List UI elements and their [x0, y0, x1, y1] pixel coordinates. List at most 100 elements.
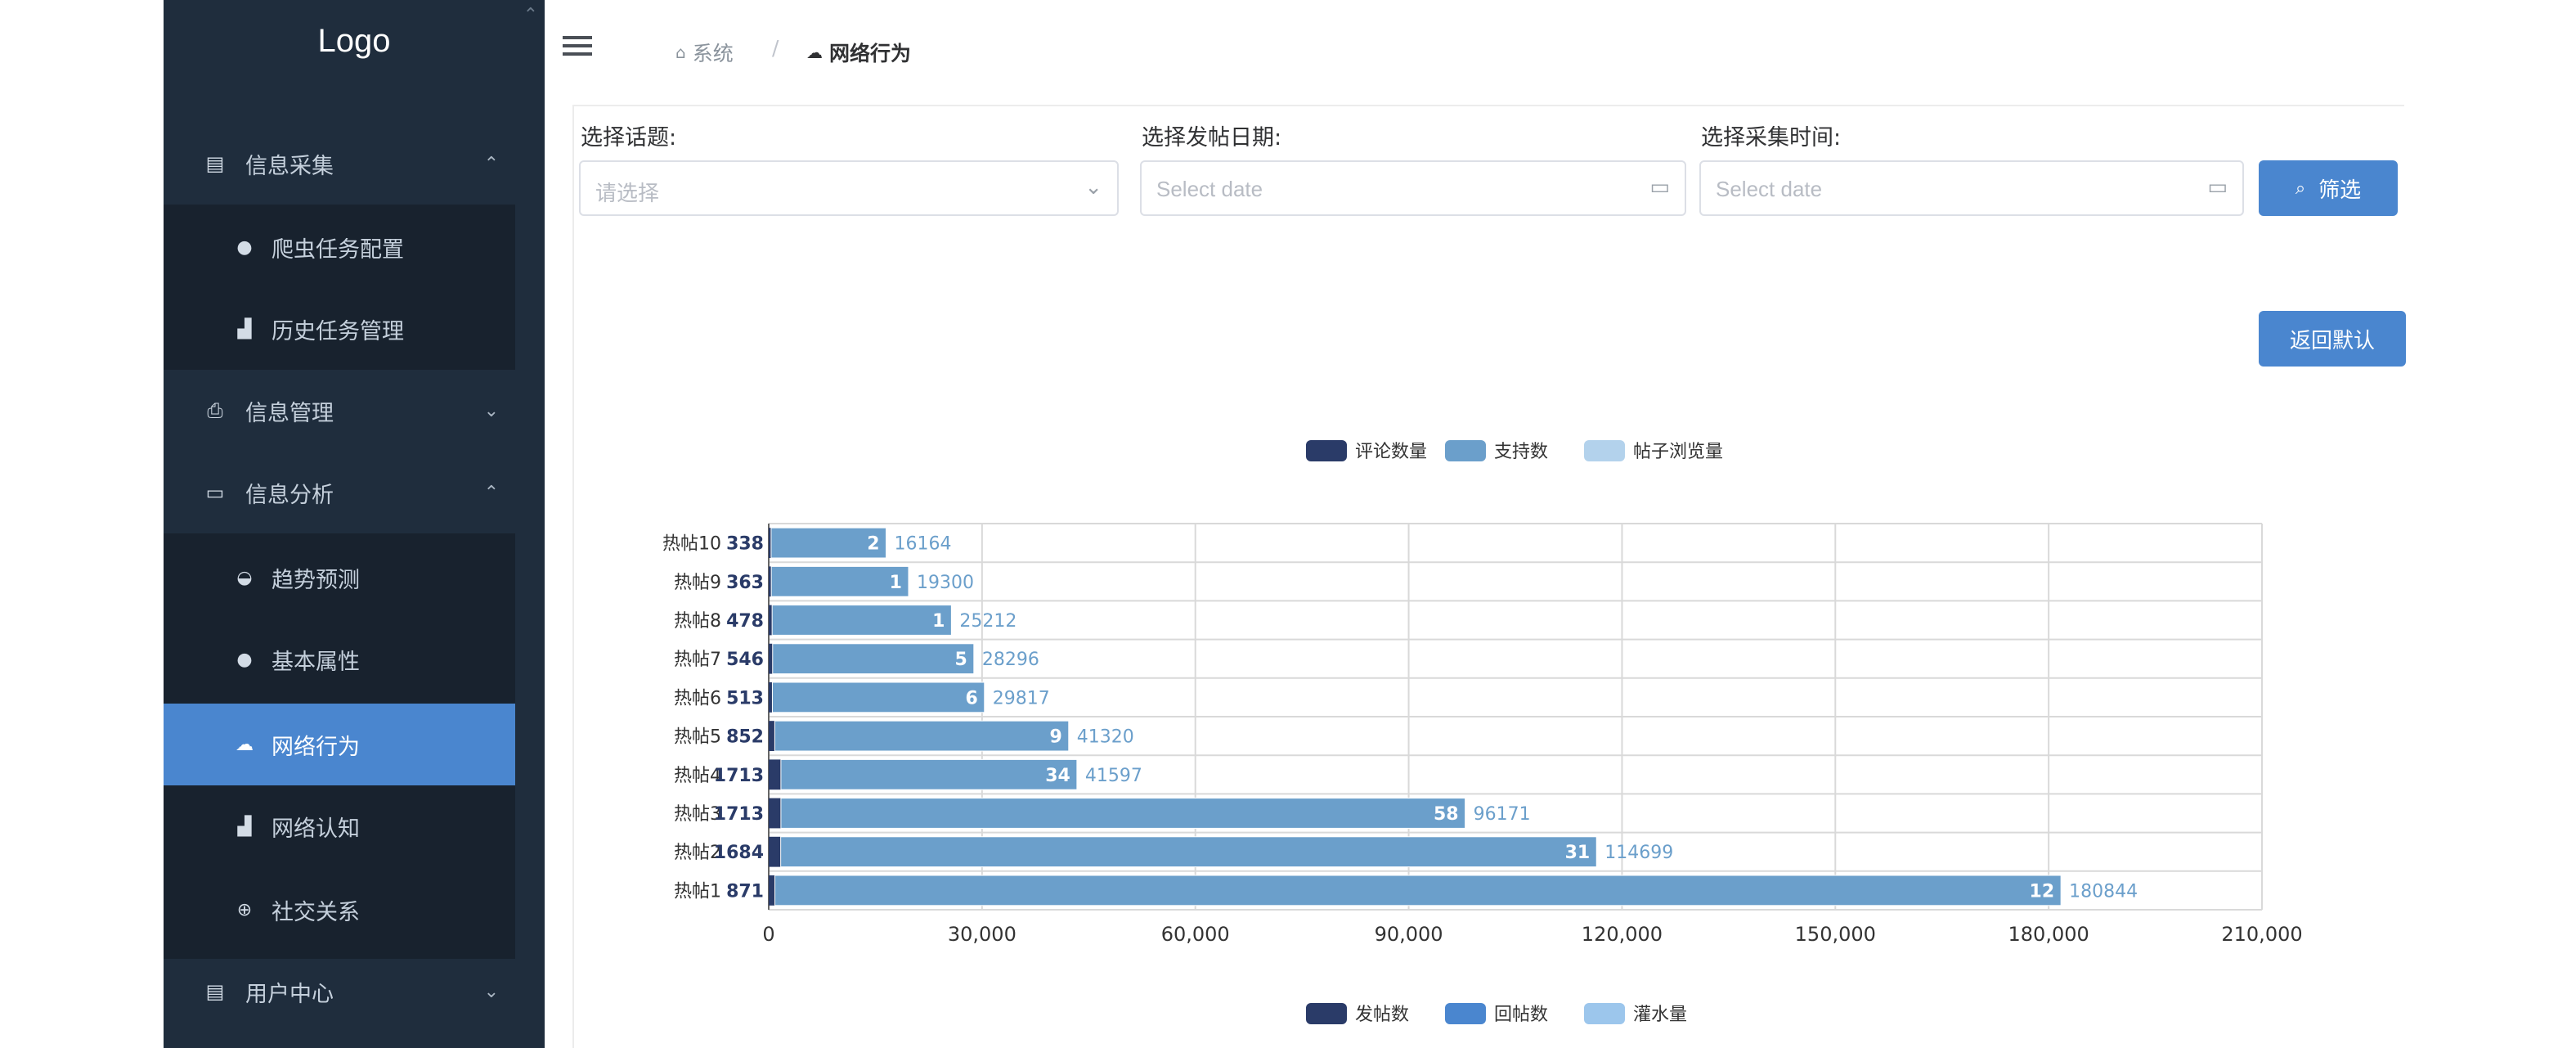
x-tick-label: 180,000 — [2008, 923, 2089, 946]
bar-label-support: 1 — [932, 611, 945, 632]
calendar-icon: ▭ — [2207, 175, 2228, 200]
post-date-label: 选择发帖日期: — [1142, 125, 1282, 151]
bar-segment-support — [780, 798, 1466, 829]
chevron-down-icon: ⌄ — [1084, 175, 1102, 200]
topic-select[interactable]: 请选择 ⌄ — [579, 160, 1119, 216]
x-tick-label: 90,000 — [1375, 923, 1443, 946]
y-category-label: 热帖8 — [674, 611, 721, 632]
chevron-up-icon: ⌃ — [483, 482, 499, 503]
sidebar-item-collect[interactable]: ▤ 信息采集 ⌃ — [164, 123, 545, 205]
bar-segment-comment — [769, 643, 773, 674]
bar-label-views: 41597 — [1085, 766, 1142, 786]
hamburger-icon[interactable] — [563, 36, 592, 56]
bar-label-comment: 852 — [726, 727, 764, 748]
bar-segment-comment — [769, 605, 773, 636]
legend-label: 回帖数 — [1494, 1005, 1548, 1025]
bar-label-views: 29817 — [993, 688, 1050, 708]
filter-button-label: 筛选 — [2318, 178, 2362, 203]
bar-label-comment: 1713 — [714, 804, 764, 825]
x-tick-label: 0 — [762, 923, 774, 946]
x-tick-label: 120,000 — [1582, 923, 1663, 946]
search-icon: ⌕ — [2295, 178, 2306, 199]
legend-label: 帖子浏览量 — [1633, 442, 1723, 462]
bar-chart-icon: ▟ — [237, 318, 252, 340]
x-tick-label: 210,000 — [2221, 923, 2302, 946]
bar-label-comment: 338 — [726, 534, 764, 555]
sidebar-item-basic-attr[interactable]: ● 基本属性 — [164, 618, 515, 700]
app-window: Logo ⌃ ▤ 信息采集 ⌃ ● 爬虫任务配置 ▟ 历史任务管理 ⎙ 信息管理… — [164, 0, 2412, 1048]
topic-label: 选择话题: — [581, 125, 677, 151]
bar-segment-support — [771, 605, 952, 636]
y-category-label: 热帖6 — [674, 688, 721, 708]
bar-chart-icon: ▟ — [237, 816, 252, 837]
legend-swatch — [1584, 1003, 1625, 1024]
bar-label-comment: 1713 — [714, 766, 764, 786]
breadcrumb-home[interactable]: ⌂ 系统 — [675, 38, 734, 67]
filter-button[interactable]: ⌕ 筛选 — [2259, 160, 2398, 216]
sidebar-item-user-center[interactable]: ▤ 用户中心 ⌄ — [164, 951, 545, 1032]
info-icon: ● — [236, 649, 253, 670]
breadcrumb-home-label: 系统 — [692, 42, 734, 65]
bar-label-views: 96171 — [1474, 804, 1531, 825]
x-tick-label: 30,000 — [948, 923, 1016, 946]
chevron-down-icon: ⌄ — [483, 400, 499, 421]
bar-segment-support — [780, 758, 1078, 790]
sidebar-item-label: 信息采集 — [245, 153, 334, 179]
collect-time-placeholder: Select date — [1716, 177, 1823, 201]
y-category-label: 热帖7 — [674, 650, 721, 670]
bar-segment-comment — [769, 681, 773, 713]
x-tick-label: 150,000 — [1795, 923, 1876, 946]
home-icon: ⌂ — [675, 43, 686, 62]
collect-time-label: 选择采集时间: — [1701, 125, 1842, 151]
sidebar-item-manage[interactable]: ⎙ 信息管理 ⌄ — [164, 370, 545, 452]
network-icon: ☁ — [806, 43, 823, 62]
chevron-up-icon: ⌃ — [483, 153, 499, 174]
bar-segment-support — [771, 681, 985, 713]
legend-swatch — [1445, 440, 1486, 461]
bar-label-support: 9 — [1049, 727, 1061, 748]
reset-default-button[interactable]: 返回默认 — [2259, 311, 2406, 367]
legend-label: 评论数量 — [1355, 442, 1427, 462]
sidebar-item-social[interactable]: ⊕ 社交关系 — [164, 869, 515, 951]
collect-time-picker[interactable]: Select date ▭ — [1699, 160, 2244, 216]
chevron-down-icon: ⌄ — [483, 981, 499, 1002]
bar-label-views: 180844 — [2069, 881, 2138, 902]
network-icon: ☁ — [236, 734, 254, 755]
y-category-label: 热帖4 — [674, 766, 721, 786]
post-date-picker[interactable]: Select date ▭ — [1140, 160, 1686, 216]
bar-label-views: 16164 — [895, 534, 952, 555]
bar-label-comment: 546 — [726, 650, 764, 670]
sidebar-item-network-behavior[interactable]: ☁ 网络行为 — [164, 704, 515, 785]
y-category-label: 热帖3 — [674, 804, 721, 825]
bar-segment-comment — [769, 721, 775, 752]
bar-label-views: 25212 — [959, 611, 1016, 632]
bar-segment-support — [774, 720, 1070, 752]
printer-icon: ⎙ — [207, 399, 223, 422]
scroll-up-icon[interactable]: ⌃ — [523, 5, 538, 25]
bar-label-support: 1 — [890, 573, 902, 593]
sidebar-item-label: 信息分析 — [245, 482, 334, 508]
document-icon: ▤ — [205, 152, 225, 175]
breadcrumb-separator: / — [772, 36, 779, 60]
sidebar-item-trend[interactable]: ◒ 趋势预测 — [164, 537, 515, 618]
legend-swatch — [1306, 440, 1347, 461]
sidebar-item-crawler-config[interactable]: ● 爬虫任务配置 — [164, 206, 515, 288]
bar-label-comment: 363 — [726, 573, 764, 593]
sidebar-item-network-cognition[interactable]: ▟ 网络认知 — [164, 785, 515, 867]
bar-segment-support — [774, 875, 2062, 906]
sidebar: Logo ⌃ ▤ 信息采集 ⌃ ● 爬虫任务配置 ▟ 历史任务管理 ⎙ 信息管理… — [164, 0, 545, 1048]
network-behavior-chart: 0 30,000 60,000 90,000 120,000 150,000 180,000… — [662, 440, 2303, 1025]
sidebar-item-analysis[interactable]: ▭ 信息分析 ⌃ — [164, 452, 545, 533]
social-icon: ⊕ — [236, 899, 253, 920]
bar-segment-comment — [769, 528, 772, 559]
bar-segment-support — [780, 836, 1597, 868]
y-category-label: 热帖10 — [662, 534, 721, 555]
dot-icon: ● — [236, 236, 253, 258]
bar-label-support: 34 — [1045, 766, 1070, 786]
topic-placeholder: 请选择 — [595, 181, 660, 205]
bar-label-comment: 513 — [726, 688, 764, 708]
bar-segment-support — [772, 643, 975, 675]
bar-label-support: 31 — [1565, 843, 1591, 863]
sidebar-item-history-tasks[interactable]: ▟ 历史任务管理 — [164, 288, 515, 370]
sidebar-item-label: 历史任务管理 — [272, 318, 404, 344]
